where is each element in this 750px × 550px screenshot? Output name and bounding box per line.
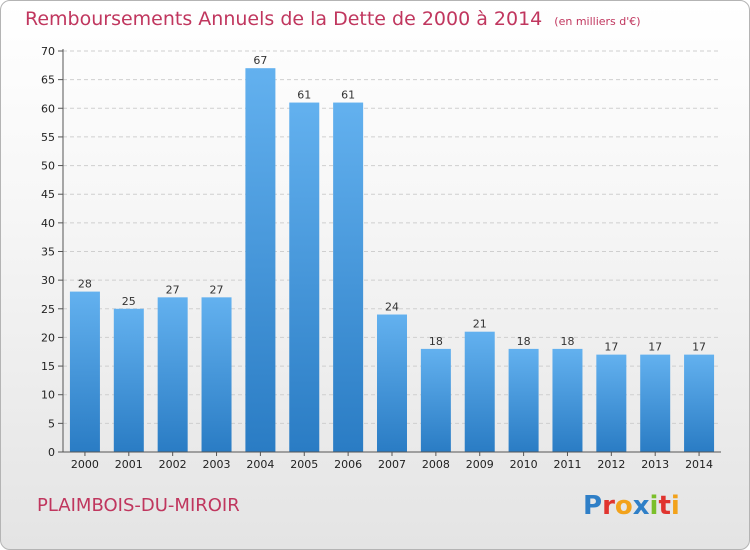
x-tick-label: 2011 xyxy=(553,458,581,471)
logo-letter: r xyxy=(602,491,615,521)
bar xyxy=(508,348,539,452)
x-tick-label: 2010 xyxy=(510,458,538,471)
bar xyxy=(377,314,407,452)
bar xyxy=(289,102,320,453)
chart-title-block: Remboursements Annuels de la Dette de 20… xyxy=(25,8,641,30)
data-label: 61 xyxy=(297,89,311,102)
logo-letter: x xyxy=(632,491,650,521)
y-tick-label: 30 xyxy=(41,274,55,287)
y-tick-label: 55 xyxy=(41,131,55,144)
x-tick-label: 2003 xyxy=(203,458,231,471)
data-label: 18 xyxy=(517,335,531,348)
data-label: 18 xyxy=(429,335,443,348)
bar xyxy=(596,354,627,452)
bar xyxy=(552,348,583,452)
x-tick-label: 2014 xyxy=(685,458,713,471)
bar xyxy=(684,354,715,452)
bar xyxy=(157,297,188,452)
bar xyxy=(464,331,495,452)
bar xyxy=(333,102,364,453)
data-label: 17 xyxy=(604,341,618,354)
y-tick-label: 5 xyxy=(48,417,55,430)
bar xyxy=(245,68,276,452)
x-tick-label: 2005 xyxy=(290,458,318,471)
data-label: 25 xyxy=(122,295,136,308)
data-label: 28 xyxy=(78,278,92,291)
data-label: 27 xyxy=(210,283,224,296)
y-tick-label: 40 xyxy=(41,217,55,230)
x-tick-label: 2002 xyxy=(159,458,187,471)
chart-subtitle: (en milliers d'€) xyxy=(554,15,641,28)
logo-letter: t xyxy=(658,491,671,521)
y-tick-label: 0 xyxy=(48,446,55,459)
bar xyxy=(420,348,451,452)
x-tick-label: 2012 xyxy=(597,458,625,471)
x-tick-label: 2013 xyxy=(641,458,669,471)
logo-letter: P xyxy=(583,491,603,521)
x-tick-label: 2008 xyxy=(422,458,450,471)
data-label: 24 xyxy=(385,301,399,314)
x-tick-label: 2004 xyxy=(246,458,274,471)
bar xyxy=(113,308,144,452)
bar xyxy=(69,291,100,452)
logo-letter: i xyxy=(649,491,659,521)
data-label: 61 xyxy=(341,89,355,102)
data-label: 17 xyxy=(648,341,662,354)
y-tick-label: 60 xyxy=(41,102,55,115)
proxiti-logo[interactable]: Proxiti xyxy=(583,491,680,521)
data-label: 18 xyxy=(560,335,574,348)
bar xyxy=(201,297,232,452)
logo-letter: o xyxy=(614,491,633,521)
x-tick-label: 2006 xyxy=(334,458,362,471)
y-tick-label: 15 xyxy=(41,360,55,373)
bar xyxy=(640,354,671,452)
logo-letter: i xyxy=(670,491,680,521)
x-tick-label: 2000 xyxy=(71,458,99,471)
y-tick-label: 25 xyxy=(41,303,55,316)
chart-title: Remboursements Annuels de la Dette de 20… xyxy=(25,8,543,30)
data-label: 67 xyxy=(253,54,267,67)
x-tick-label: 2007 xyxy=(378,458,406,471)
data-label: 21 xyxy=(473,318,487,331)
y-tick-label: 45 xyxy=(41,188,55,201)
town-name: PLAIMBOIS-DU-MIROIR xyxy=(37,495,240,516)
y-tick-label: 35 xyxy=(41,246,55,259)
data-label: 17 xyxy=(692,341,706,354)
x-tick-label: 2009 xyxy=(466,458,494,471)
y-tick-label: 20 xyxy=(41,331,55,344)
data-label: 27 xyxy=(166,283,180,296)
y-tick-label: 65 xyxy=(41,74,55,87)
y-tick-label: 70 xyxy=(41,45,55,58)
y-tick-label: 50 xyxy=(41,160,55,173)
x-tick-label: 2001 xyxy=(115,458,143,471)
y-tick-label: 10 xyxy=(41,389,55,402)
